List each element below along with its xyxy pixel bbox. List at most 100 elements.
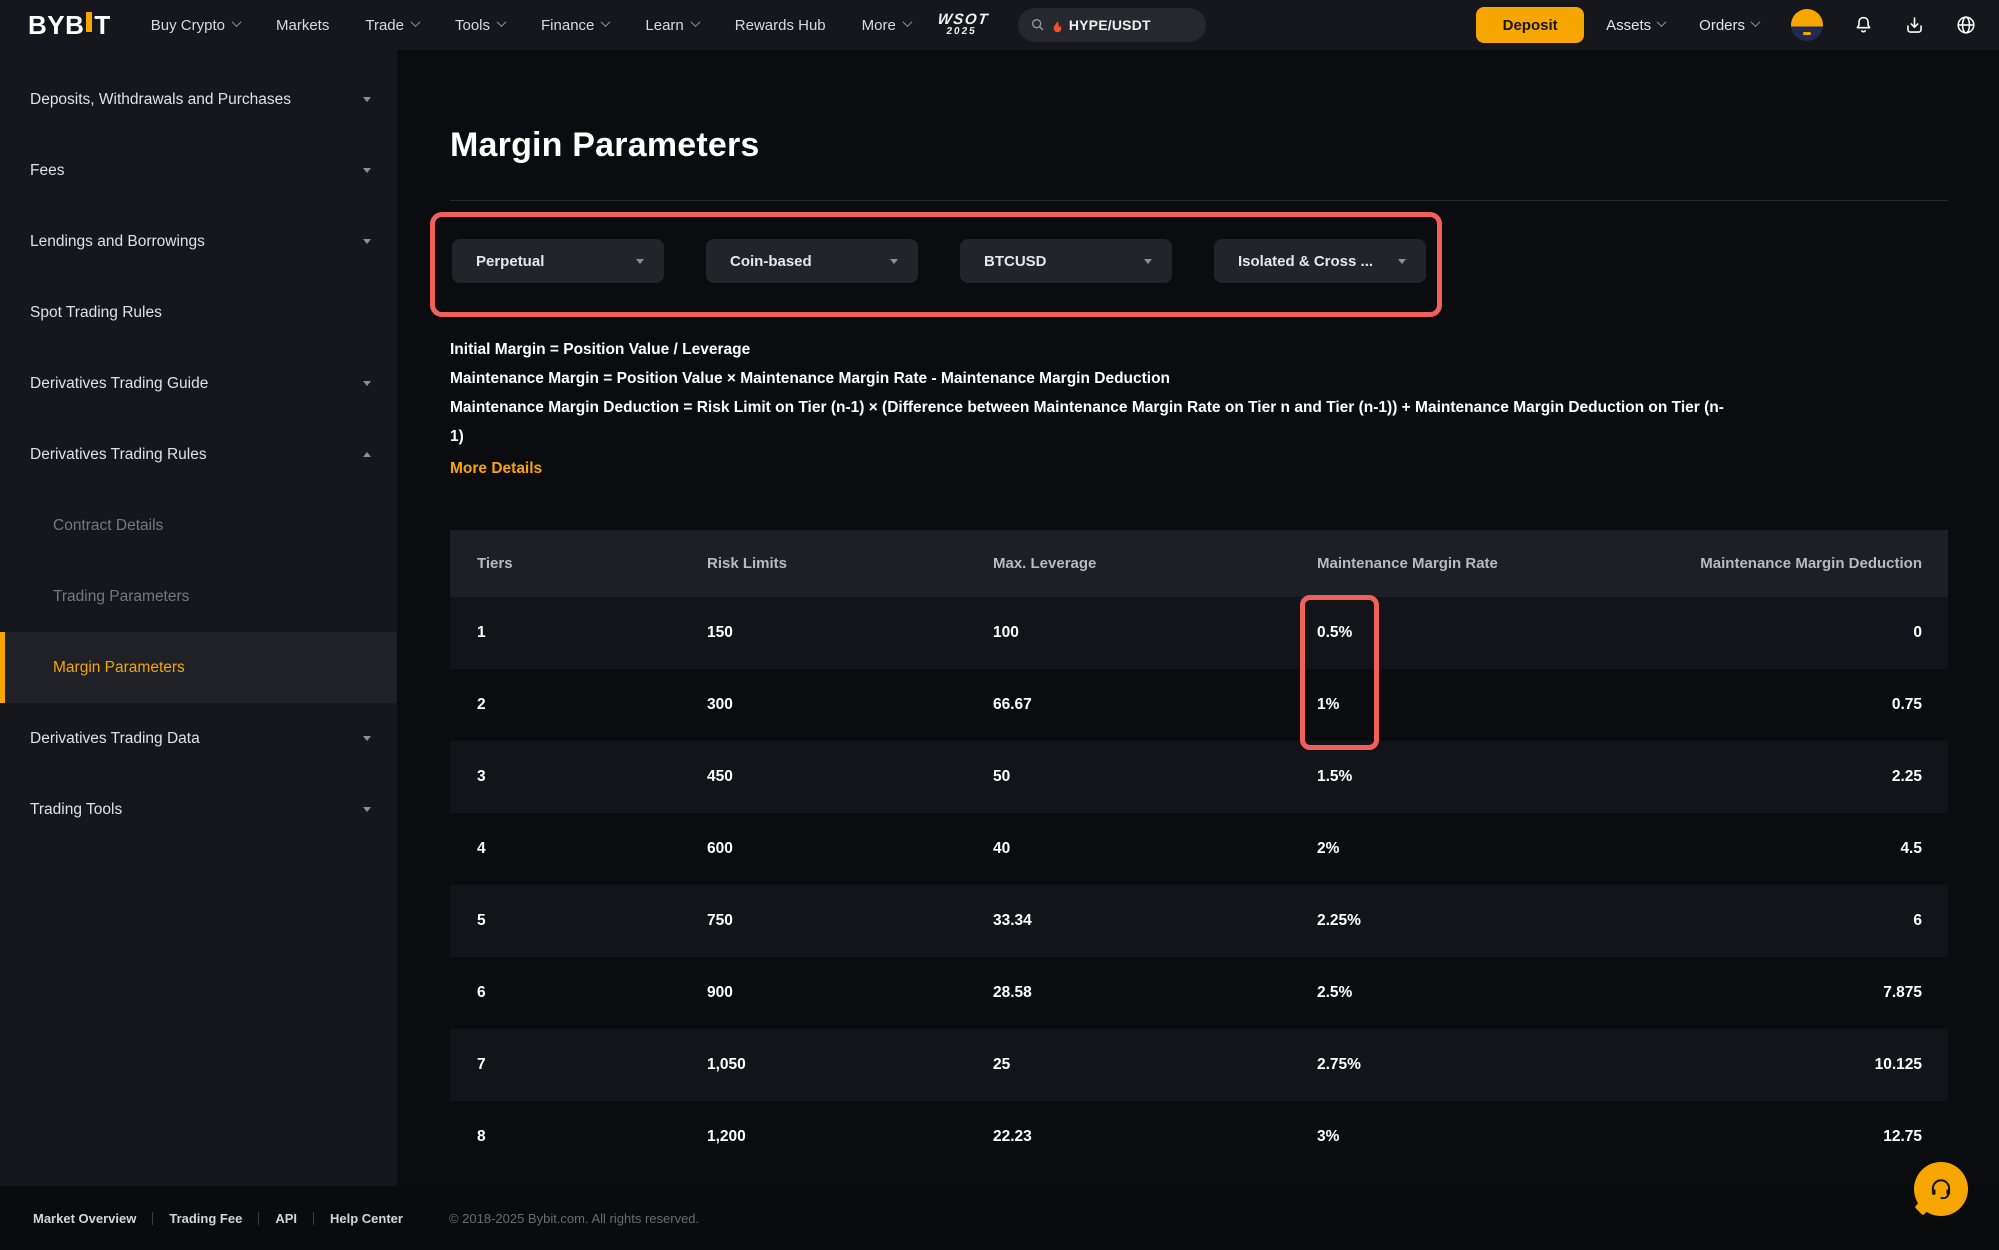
search-icon: [1031, 18, 1044, 31]
sidebar-item-trading-tools[interactable]: Trading Tools: [0, 774, 397, 845]
table-row: 1 150 100 0.5% 0: [450, 597, 1948, 669]
avatar[interactable]: [1791, 9, 1823, 41]
table-cell: 750: [707, 912, 733, 929]
account-menu-orders[interactable]: Orders: [1699, 16, 1761, 34]
filter-dropdown-value: BTCUSD: [984, 252, 1047, 270]
nav-item-label: Rewards Hub: [734, 16, 826, 34]
table-cell: 2.75%: [1317, 1056, 1361, 1073]
nav-item-finance[interactable]: Finance: [541, 16, 611, 34]
chevron-down-icon: [690, 17, 701, 28]
sidebar-item-trading-parameters[interactable]: Trading Parameters: [0, 561, 397, 632]
support-chat-button[interactable]: [1914, 1162, 1968, 1216]
table-cell: 33.34: [993, 912, 1032, 929]
sidebar-item-derivatives-trading-data[interactable]: Derivatives Trading Data: [0, 703, 397, 774]
deposit-button[interactable]: Deposit: [1476, 7, 1585, 43]
table-header-maintenance-margin-deduction: Maintenance Margin Deduction: [1700, 555, 1922, 572]
chevron-down-icon: [600, 17, 611, 28]
table-cell: 10.125: [1874, 1056, 1922, 1073]
logo-text-post: T: [94, 9, 111, 40]
wsot-2025-logo[interactable]: WSOT 2025: [935, 11, 990, 37]
wsot-text: WSOT: [936, 11, 990, 28]
table-cell: 150: [707, 624, 733, 641]
bell-icon: [1856, 16, 1871, 32]
nav-item-learn[interactable]: Learn: [645, 17, 701, 34]
table-cell: 3%: [1317, 1128, 1340, 1145]
nav-item-markets[interactable]: Markets: [276, 17, 329, 34]
table-cell: 66.67: [993, 696, 1032, 713]
sidebar-item-lendings-and-borrowings[interactable]: Lendings and Borrowings: [0, 206, 397, 277]
nav-item-rewards-hub[interactable]: Rewards Hub: [735, 17, 826, 34]
download-app-button[interactable]: [1904, 15, 1925, 36]
table-cell: 7.875: [1883, 984, 1922, 1001]
sidebar: Deposits, Withdrawals and Purchases Fees L…: [0, 50, 397, 1186]
sidebar-item-spot-trading-rules[interactable]: Spot Trading Rules: [0, 277, 397, 348]
table-cell: 40: [993, 840, 1011, 857]
filter-dropdown-perpetual[interactable]: Perpetual: [452, 239, 664, 283]
sidebar-item-fees[interactable]: Fees: [0, 135, 397, 206]
footer-link-api[interactable]: API: [275, 1210, 297, 1226]
table-cell: 3: [477, 768, 486, 785]
sidebar-item-derivatives-trading-guide[interactable]: Derivatives Trading Guide: [0, 348, 397, 419]
table-row: 6 900 28.58 2.5% 7.875: [450, 957, 1948, 1029]
nav-item-label: More: [861, 16, 896, 34]
table-header-tiers: Tiers: [477, 555, 513, 572]
table-header-maintenance-margin-rate: Maintenance Margin Rate: [1317, 555, 1498, 572]
footer-separator: [312, 1211, 314, 1225]
nav-item-buy-crypto[interactable]: Buy Crypto: [151, 17, 242, 34]
table-cell: 0: [1913, 624, 1922, 641]
nav-item-more[interactable]: More: [861, 16, 913, 34]
table-row: 8 1,200 22.23 3% 12.75: [450, 1101, 1948, 1173]
table-cell: 600: [707, 840, 733, 857]
account-menu-assets[interactable]: Assets: [1606, 16, 1667, 34]
account-menu-label: Orders: [1699, 16, 1745, 34]
chevron-down-icon: [363, 807, 371, 812]
sidebar-item-derivatives-trading-rules[interactable]: Derivatives Trading Rules: [0, 419, 397, 490]
filter-dropdown-isolated-cross[interactable]: Isolated & Cross ...: [1214, 239, 1426, 283]
nav-item-tools[interactable]: Tools: [455, 17, 507, 34]
footer-link-trading-fee[interactable]: Trading Fee: [169, 1210, 243, 1226]
more-details-link[interactable]: More Details: [450, 460, 543, 477]
filter-dropdown-value: Coin-based: [730, 252, 812, 270]
table-cell: 1.5%: [1317, 768, 1353, 785]
sidebar-item-label: Contract Details: [53, 516, 164, 534]
table-cell: 2.25%: [1317, 912, 1361, 929]
table-row: 3 450 50 1.5% 2.25: [450, 741, 1948, 813]
account-menu: Assets Orders: [1606, 16, 1761, 34]
search-value: HYPE/USDT: [1068, 17, 1151, 33]
bybit-logo[interactable]: BYB T: [28, 10, 111, 41]
chevron-down-icon: [363, 168, 371, 173]
footer-link-market-overview[interactable]: Market Overview: [33, 1210, 137, 1226]
table-cell: 0.75: [1891, 696, 1922, 713]
chevron-down-icon: [1750, 17, 1761, 28]
chevron-down-icon: [1144, 258, 1152, 264]
sidebar-item-margin-parameters[interactable]: Margin Parameters: [0, 632, 397, 703]
table-cell: 1,200: [707, 1128, 746, 1145]
nav-item-trade[interactable]: Trade: [365, 17, 421, 34]
search-bar[interactable]: HYPE/USDT: [1017, 8, 1206, 42]
table-cell: 7: [477, 1056, 486, 1073]
table-cell: 450: [707, 768, 733, 785]
filter-dropdown-btcusd[interactable]: BTCUSD: [960, 239, 1172, 283]
sidebar-item-contract-details[interactable]: Contract Details: [0, 490, 397, 561]
sidebar-item-deposits-withdrawals-and-purchases[interactable]: Deposits, Withdrawals and Purchases: [0, 64, 397, 135]
formula-block: Initial Margin = Position Value / Levera…: [450, 335, 1948, 451]
table-cell: 8: [477, 1128, 486, 1145]
chevron-down-icon: [1656, 17, 1667, 28]
chevron-down-icon: [1398, 258, 1406, 264]
table-cell: 6: [1913, 912, 1922, 929]
table-header-row: Tiers Risk Limits Max. Leverage Maintenance…: [450, 530, 1948, 597]
filter-dropdown-coin-based[interactable]: Coin-based: [706, 239, 918, 283]
copyright: © 2018-2025 Bybit.com. All rights reserv…: [448, 1210, 700, 1226]
language-button[interactable]: [1955, 14, 1977, 36]
chevron-down-icon: [231, 17, 242, 28]
notifications-button[interactable]: [1853, 15, 1874, 36]
chevron-down-icon: [496, 17, 507, 28]
sidebar-item-label: Margin Parameters: [53, 658, 185, 676]
nav-item-label: Finance: [541, 16, 595, 34]
table-cell: 25: [993, 1056, 1011, 1073]
chevron-down-icon: [902, 17, 913, 28]
footer-link-help-center[interactable]: Help Center: [329, 1210, 403, 1226]
wsot-year: 2025: [945, 26, 978, 37]
sidebar-item-label: Derivatives Trading Guide: [30, 374, 209, 392]
account-menu-label: Assets: [1606, 16, 1652, 34]
